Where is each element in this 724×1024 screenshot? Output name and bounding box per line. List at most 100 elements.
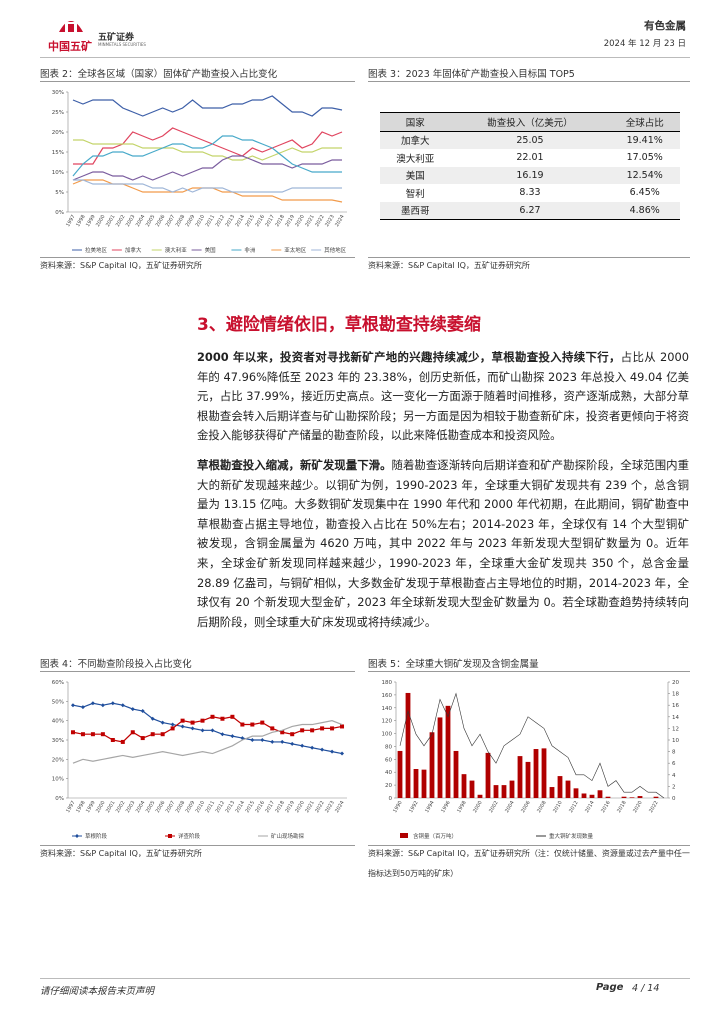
marker xyxy=(100,703,105,708)
y-tick-label: 80 xyxy=(385,744,392,750)
table-cell: 22.01 xyxy=(516,152,544,164)
y2-tick-label: 14 xyxy=(672,715,679,721)
bar xyxy=(557,776,563,798)
x-tick-label: 2001 xyxy=(105,214,117,228)
legend-label: 澳大利亚 xyxy=(165,246,188,254)
table-cell: 6.45% xyxy=(629,187,660,199)
table-row: 加拿大 25.05 19.41% xyxy=(380,131,680,149)
caption-rule xyxy=(40,81,355,82)
x-tick-label: 1998 xyxy=(75,214,87,228)
y-tick-label: 50% xyxy=(52,699,64,705)
x-tick-label: 2018 xyxy=(274,214,286,228)
x-tick-label: 2015 xyxy=(245,800,257,814)
marker xyxy=(230,714,235,719)
figure-caption: 图表 4：不同勘查阶段投入占比变化 xyxy=(40,659,192,670)
x-tick-label: 2008 xyxy=(175,214,187,228)
marker xyxy=(340,724,345,729)
x-tick-label: 1994 xyxy=(424,800,436,814)
marker xyxy=(270,739,275,744)
bar xyxy=(605,796,611,798)
legend-label: 美国 xyxy=(205,246,217,254)
marker xyxy=(190,726,195,731)
bar xyxy=(493,785,499,798)
bar xyxy=(421,769,427,798)
figure-source: 资料来源：S&P Capital IQ，五矿证券研究所（注：仅统计储量、资源量或… xyxy=(368,849,690,878)
y-tick-label: 60% xyxy=(52,680,64,686)
marker xyxy=(290,741,295,746)
table-cell: 25.05 xyxy=(450,131,610,149)
table-cell: 澳大利亚 xyxy=(396,153,435,165)
x-tick-label: 2013 xyxy=(225,800,237,814)
legend-label: 亚太地区 xyxy=(284,246,307,254)
marker xyxy=(110,701,115,706)
marker xyxy=(300,728,305,733)
x-tick-label: 1990 xyxy=(392,800,404,814)
y-tick-label: 0 xyxy=(389,796,393,802)
x-tick-label: 2011 xyxy=(205,800,217,814)
x-tick-label: 2010 xyxy=(195,214,207,228)
table-cell: 墨西哥 xyxy=(380,201,451,220)
x-tick-label: 1998 xyxy=(456,800,468,814)
x-tick-label: 1996 xyxy=(440,800,452,814)
marker xyxy=(210,714,215,719)
marker xyxy=(220,716,225,721)
marker xyxy=(260,738,265,742)
marker xyxy=(280,730,285,735)
paragraph: 草根勘查投入缩减，新矿发现量下滑。随着勘查逐渐转向后期详查和矿产勘探阶段，全球范… xyxy=(197,456,689,632)
x-tick-label: 2000 xyxy=(472,800,484,814)
bar xyxy=(525,761,531,798)
line-series xyxy=(72,127,343,165)
line-series xyxy=(72,135,343,177)
bar xyxy=(653,796,659,798)
paragraph-lead: 2000 年以来，投资者对寻找新矿产地的兴趣持续减少，草根勘查投入持续下行， xyxy=(197,350,621,364)
marker xyxy=(130,730,135,735)
bar xyxy=(629,797,635,798)
brand-en: MINMETALS SECURITIES xyxy=(98,42,146,47)
x-tick-label: 2012 xyxy=(215,214,227,228)
y-tick-label: 20% xyxy=(52,130,64,136)
y-tick-label: 140 xyxy=(382,706,393,712)
bar xyxy=(581,793,587,798)
x-tick-label: 1999 xyxy=(85,800,97,814)
paragraph-text: 占比从 2000 年的 47.96%降低至 2023 年的 23.38%，创历史… xyxy=(197,350,689,443)
y2-tick-label: 20 xyxy=(672,680,679,686)
table-cell: 16.19 xyxy=(450,166,610,184)
page-label: Page xyxy=(596,982,624,993)
legend-label: 其他地区 xyxy=(324,246,347,254)
x-tick-label: 1998 xyxy=(75,800,87,814)
x-tick-label: 2006 xyxy=(155,214,167,228)
marker xyxy=(170,722,175,727)
x-tick-label: 2010 xyxy=(552,800,564,814)
column-header: 国家 xyxy=(380,112,451,132)
marker xyxy=(170,726,175,731)
y2-tick-label: 2 xyxy=(672,784,676,790)
table-row: 美国 16.19 12.54% xyxy=(380,166,680,184)
marker xyxy=(310,745,315,750)
x-tick-label: 2020 xyxy=(632,800,644,814)
x-tick-label: 2008 xyxy=(536,800,548,814)
source-rule xyxy=(368,845,690,846)
caption-rule xyxy=(40,671,355,672)
legend-label: 加拿大 xyxy=(125,246,142,254)
legend-label: 含铜量（百万吨） xyxy=(413,832,457,840)
marker xyxy=(200,718,205,723)
legend-label: 非洲 xyxy=(244,246,256,254)
x-tick-label: 2009 xyxy=(185,214,197,228)
x-tick-label: 2023 xyxy=(324,800,336,814)
y-tick-label: 40% xyxy=(52,719,64,725)
marker xyxy=(150,732,155,737)
x-tick-label: 2000 xyxy=(95,800,107,814)
source-rule xyxy=(368,257,690,258)
bar xyxy=(573,788,579,798)
x-tick-label: 2017 xyxy=(264,800,276,814)
x-tick-label: 2017 xyxy=(264,214,276,228)
figure-source: 资料来源：S&P Capital IQ，五矿证券研究所 xyxy=(40,261,202,270)
y-tick-label: 0% xyxy=(55,796,64,802)
marker xyxy=(310,728,315,733)
marker xyxy=(160,720,165,725)
bar xyxy=(477,794,483,798)
marker xyxy=(330,749,335,754)
marker xyxy=(220,732,225,737)
marker xyxy=(280,739,285,744)
marker xyxy=(320,726,325,731)
